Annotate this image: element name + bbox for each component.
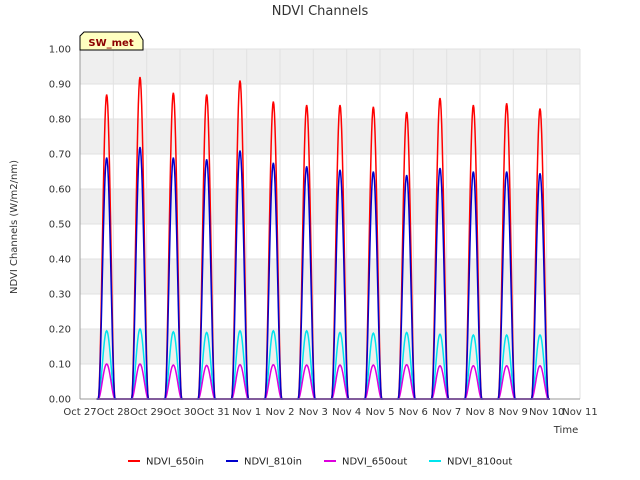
y-tick-label: 0.80 <box>49 115 71 126</box>
series-ndvi-650in-line <box>96 76 550 400</box>
plot-band <box>80 119 580 154</box>
x-tick-label: Nov 10 <box>529 407 564 418</box>
x-tick-label: Nov 5 <box>365 407 394 418</box>
y-tick-label: 0.30 <box>49 290 71 301</box>
x-tick-label: Oct 31 <box>197 407 230 418</box>
y-axis-label: NDVI Channels (W/m2/nm) <box>9 160 20 294</box>
legend-label: NDVI_650out <box>342 457 407 468</box>
x-tick-label: Nov 11 <box>562 407 597 418</box>
y-tick-label: 0.20 <box>49 325 71 336</box>
plot-band <box>80 259 580 294</box>
plot-band <box>80 49 580 84</box>
x-tick-label: Nov 3 <box>299 407 328 418</box>
x-tick-label: Nov 6 <box>399 407 428 418</box>
legend-item: NDVI_810out <box>429 457 512 468</box>
series-ndvi-810in-line <box>96 146 550 400</box>
y-tick-label: 0.00 <box>49 395 71 406</box>
x-tick-label: Nov 8 <box>465 407 494 418</box>
sw-met-badge: SW_met <box>79 31 144 51</box>
x-tick-label: Oct 28 <box>97 407 130 418</box>
y-tick-label: 0.10 <box>49 360 71 371</box>
legend-label: NDVI_650in <box>146 457 204 468</box>
y-tick-label: 0.60 <box>49 185 71 196</box>
plot-band <box>80 329 580 364</box>
legend-label: NDVI_810in <box>244 457 302 468</box>
x-tick-label: Nov 1 <box>232 407 261 418</box>
x-axis-label: Time <box>553 425 578 436</box>
chart-title: NDVI Channels <box>272 4 369 19</box>
legend-item: NDVI_650out <box>324 457 407 468</box>
legend: NDVI_650in NDVI_810in NDVI_650out NDVI_810o… <box>128 457 512 468</box>
plot-band <box>80 189 580 224</box>
y-tick-label: 1.00 <box>49 45 71 56</box>
x-tick-label: Nov 7 <box>432 407 461 418</box>
series-ndvi-810out-line <box>96 327 550 400</box>
y-tick-label: 0.40 <box>49 255 71 266</box>
legend-label: NDVI_810out <box>447 457 512 468</box>
y-tick-label: 0.70 <box>49 150 71 161</box>
x-tick-label: Oct 27 <box>63 407 96 418</box>
x-tick-label: Oct 29 <box>130 407 163 418</box>
legend-item: NDVI_810in <box>226 457 302 468</box>
axes: 0.00 0.10 0.20 0.30 0.40 0.50 0.60 0.70 0.80 0.90… <box>49 45 598 419</box>
x-tick-label: Nov 9 <box>499 407 528 418</box>
x-tick-label: Oct 30 <box>163 407 196 418</box>
y-tick-label: 0.90 <box>49 80 71 91</box>
badge-label: SW_met <box>88 38 133 49</box>
x-tick-label: Nov 4 <box>332 407 361 418</box>
x-tick-label: Nov 2 <box>265 407 294 418</box>
y-tick-label: 0.50 <box>49 220 71 231</box>
badge-shape <box>79 31 144 51</box>
legend-item: NDVI_650in <box>128 457 204 468</box>
series-ndvi-650out-line <box>96 363 550 400</box>
